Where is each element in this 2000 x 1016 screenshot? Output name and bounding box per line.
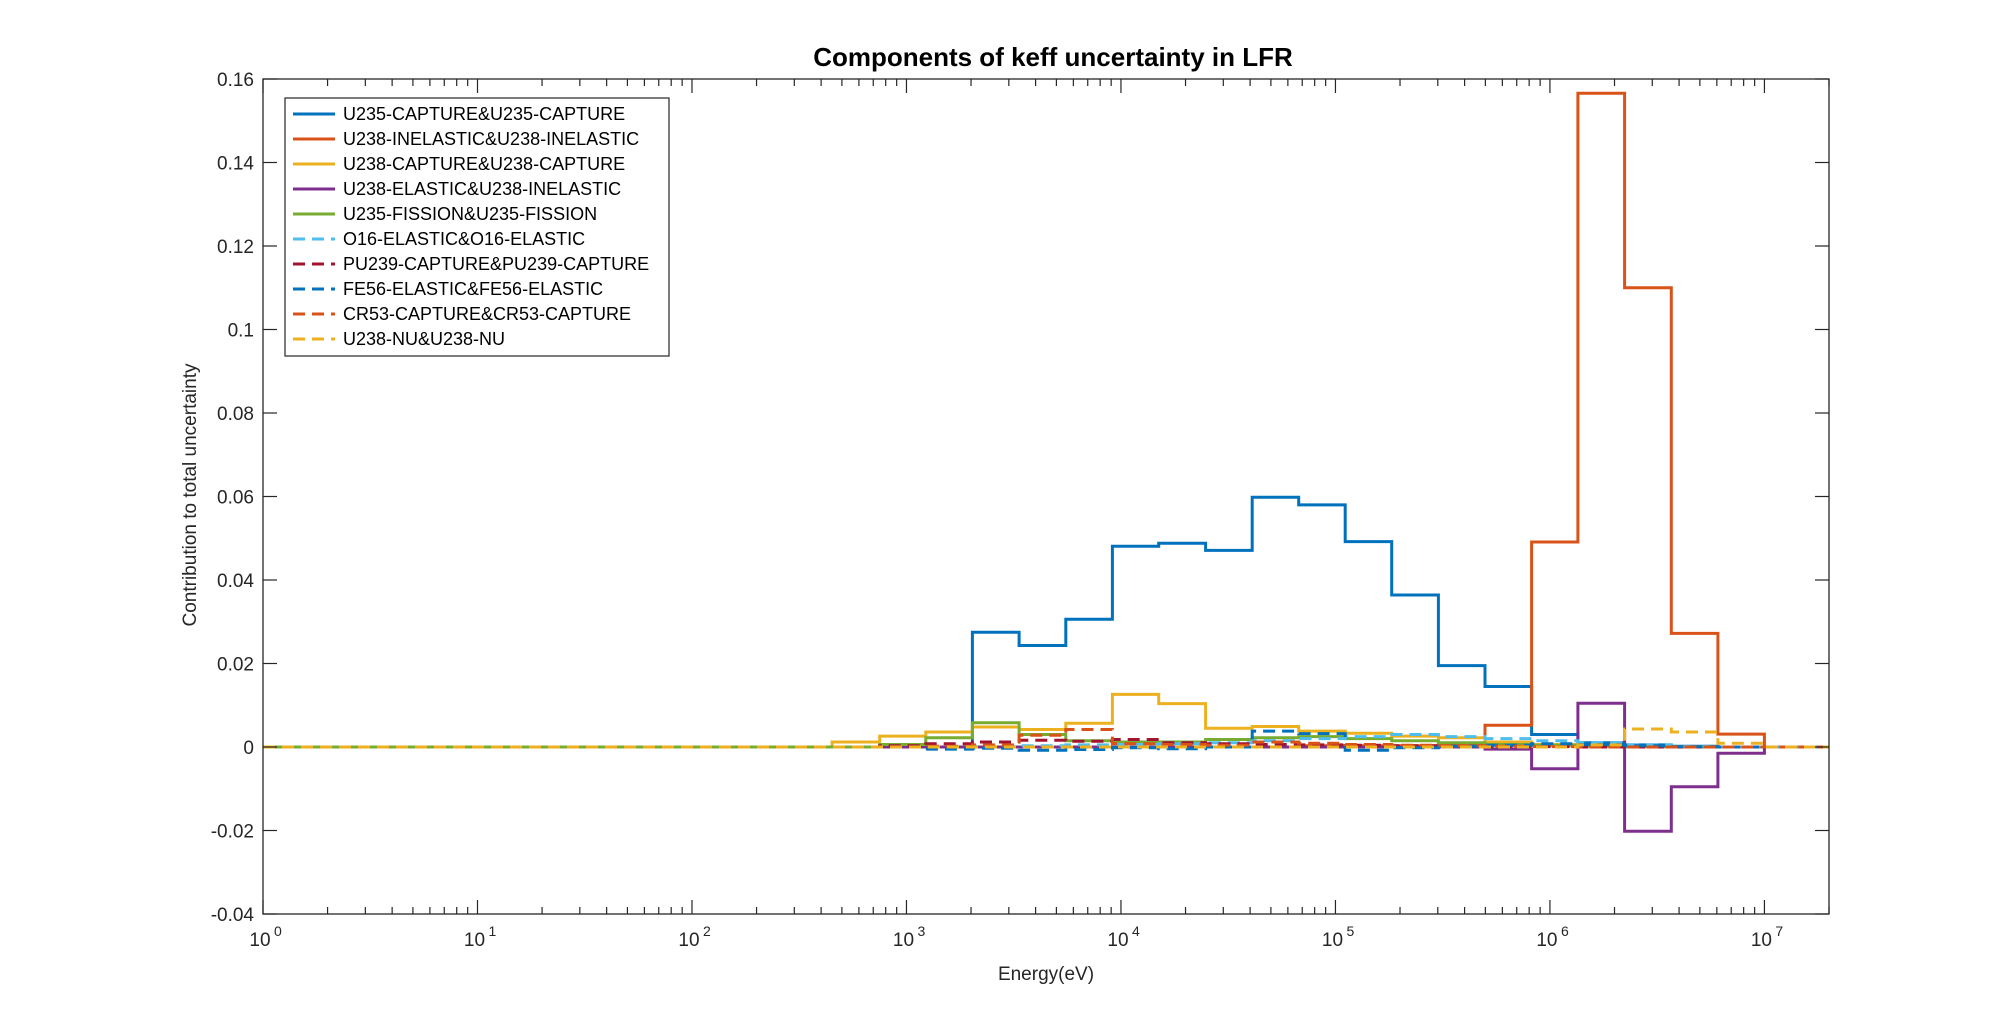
x-tick-exponent-3: 3 [917, 923, 925, 939]
y-axis-label: Contribution to total uncertainty [180, 363, 201, 626]
y-tick-label-7: 0.1 [228, 321, 254, 342]
chart-title: Components of keff uncertainty in LFR [813, 42, 1293, 72]
legend-label-8: FE56-ELASTIC&FE56-ELASTIC [343, 279, 603, 299]
legend-label-3: U238-CAPTURE&U238-CAPTURE [343, 154, 625, 174]
legend-label-7: PU239-CAPTURE&PU239-CAPTURE [343, 254, 649, 274]
x-tick-exponent-7: 7 [1775, 923, 1783, 939]
x-tick-label-3: 10 [893, 930, 914, 951]
y-tick-label-1: -0.02 [211, 822, 254, 843]
x-tick-label-7: 10 [1751, 930, 1772, 951]
y-tick-label-3: 0.02 [217, 655, 254, 676]
series-line-8 [263, 729, 1829, 752]
series-layer [263, 91, 1829, 833]
x-tick-exponent-1: 1 [488, 923, 496, 939]
series-line-10 [263, 727, 1829, 749]
legend-label-9: CR53-CAPTURE&CR53-CAPTURE [343, 304, 631, 324]
legend-label-10: U238-NU&U238-NU [343, 329, 505, 349]
x-tick-exponent-6: 6 [1561, 923, 1569, 939]
y-tick-label-9: 0.14 [217, 154, 254, 175]
legend-label-4: U238-ELASTIC&U238-INELASTIC [343, 179, 621, 199]
x-tick-exponent-2: 2 [703, 923, 711, 939]
y-tick-label-0: -0.04 [211, 905, 255, 926]
x-tick-label-6: 10 [1536, 930, 1557, 951]
legend-label-1: U235-CAPTURE&U235-CAPTURE [343, 104, 625, 124]
legend: U235-CAPTURE&U235-CAPTURE U238-INELASTIC&… [284, 97, 670, 357]
x-tick-label-2: 10 [678, 930, 699, 951]
x-tick-label-5: 10 [1322, 930, 1343, 951]
x-tick-label-1: 10 [464, 930, 485, 951]
x-tick-exponent-5: 5 [1346, 923, 1354, 939]
legend-label-2: U238-INELASTIC&U238-INELASTIC [343, 129, 639, 149]
legend-label-5: U235-FISSION&U235-FISSION [343, 204, 597, 224]
y-tick-label-8: 0.12 [217, 237, 254, 258]
x-tick-exponent-4: 4 [1132, 923, 1140, 939]
tick-labels-layer: -0.04 -0.02 0 0.02 0.04 0.06 0.08 0.1 0.12 0.14 0.… [211, 70, 1784, 951]
y-tick-label-10: 0.16 [217, 70, 254, 91]
ticks-layer [262, 78, 1830, 915]
legend-label-6: O16-ELASTIC&O16-ELASTIC [343, 229, 585, 249]
x-tick-exponent-0: 0 [274, 923, 282, 939]
series-line-6 [263, 733, 1829, 749]
y-tick-label-5: 0.06 [217, 488, 254, 509]
y-tick-label-6: 0.08 [217, 404, 254, 425]
series-line-9 [263, 728, 1829, 749]
y-tick-label-2: 0 [243, 738, 254, 759]
x-tick-label-4: 10 [1107, 930, 1128, 951]
legend-box [284, 97, 670, 357]
x-tick-label-0: 10 [249, 930, 270, 951]
x-axis-label: Energy(eV) [998, 964, 1094, 985]
y-tick-label-4: 0.04 [217, 571, 254, 592]
